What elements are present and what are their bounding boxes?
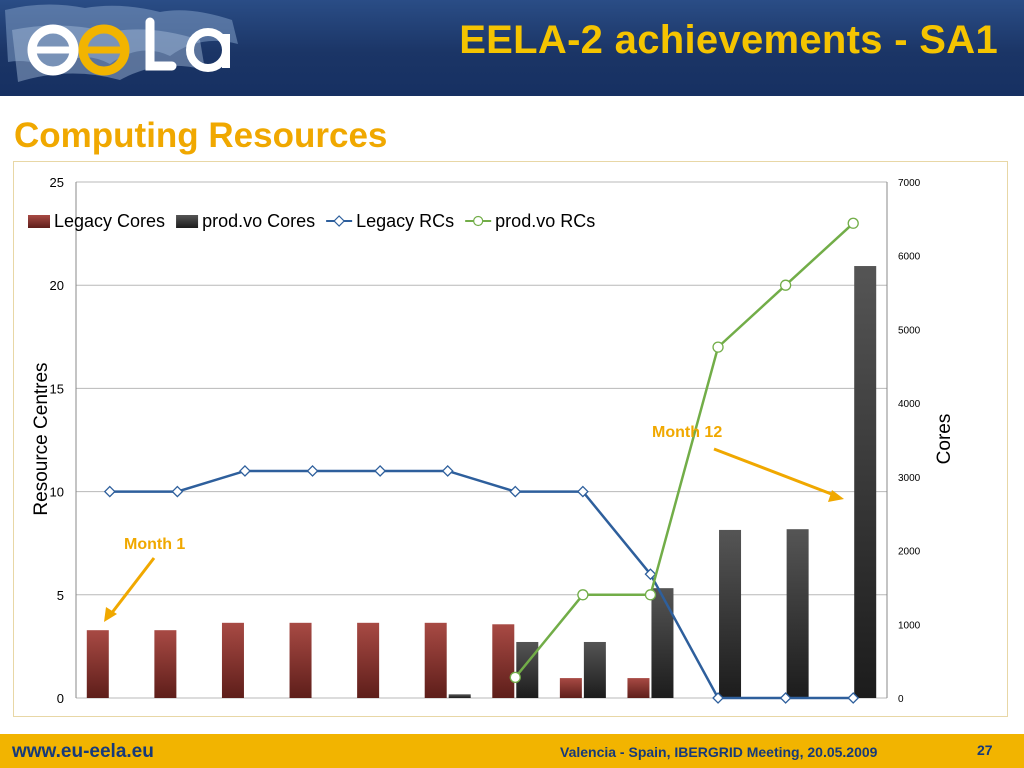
right-axis-title: Cores [934,414,955,465]
legend-label: Legacy Cores [54,211,165,231]
legacy-cores-bar-8 [559,678,582,698]
right-tick-label: 0 [898,694,904,705]
page-number: 27 [977,742,993,758]
left-tick-label: 15 [50,381,64,396]
legend-label: prod.vo RCs [495,211,595,231]
annotation-month-1: Month 1 [124,536,185,553]
prodvo-cores-bar-7 [516,641,539,698]
left-tick-label: 10 [50,485,64,500]
annotation-arrow-month-12 [713,447,835,497]
left-tick-label: 25 [50,175,64,190]
left-tick-label: 0 [57,691,64,706]
legacy-cores-bar-2 [154,630,177,698]
legacy-cores-bar-5 [357,622,380,698]
section-subtitle: Computing Resources [14,116,388,155]
prodvo-cores-bar-8 [583,641,606,698]
prodvo-rcs-point-10 [712,341,724,353]
legacy-rcs-point-6 [441,465,454,477]
legend-label: prod.vo Cores [202,211,315,231]
legacy-rcs-point-10 [712,692,724,704]
left-tick-label: 5 [57,588,64,603]
legend-swatch [28,215,50,228]
prodvo-cores-bar-9 [651,588,674,698]
annotation-arrow-month-1 [109,557,156,615]
annotation-arrowhead-month-1 [104,607,117,622]
resources-chart: 0 5 10 15 20 25 0 1000 2000 3000 4000 5000 6000 7000 L… [28,175,955,706]
legacy-rcs-line [109,469,854,700]
legend-swatch [176,215,199,228]
prodvo-rcs-line [514,222,855,679]
legacy-cores-bar-3 [221,622,244,698]
legend-marker [333,215,345,227]
prodvo-cores-bar-10 [719,529,742,698]
legacy-rcs-point-3 [239,465,251,477]
footer-event: Valencia - Spain, IBERGRID Meeting, 20.0… [560,744,878,760]
right-tick-label: 3000 [898,473,921,484]
prodvo-cores-bar-6 [448,694,471,698]
legacy-cores-bar-4 [289,622,312,698]
legacy-rcs-point-5 [374,465,387,477]
header-banner: EELA-2 achievements - SA1 [0,0,1024,96]
prodvo-rcs-point-9 [644,589,657,601]
legacy-rcs-point-4 [306,465,319,477]
right-tick-label: 2000 [898,547,921,558]
legacy-rcs-point-7 [509,485,522,498]
right-tick-label: 6000 [898,252,921,263]
prodvo-cores-bar-12 [854,266,877,698]
annotation-arrowhead-month-12 [828,490,844,502]
legacy-rcs-point-11 [779,692,792,704]
prodvo-rcs-point-8 [577,589,589,601]
left-axis-title: Resource Centres [31,362,52,515]
annotation-month-12: Month 12 [652,424,722,441]
eela-logo [5,4,238,83]
legacy-cores-bar-7 [492,624,515,698]
footer-url[interactable]: www.eu-eela.eu [12,741,154,762]
prodvo-rcs-point-11 [779,279,792,291]
legacy-rcs-point-8 [576,485,589,498]
legacy-cores-bar-1 [86,630,109,698]
slide-title: EELA-2 achievements - SA1 [459,18,998,62]
legacy-cores-bar-9 [627,678,650,698]
legend-marker [473,215,484,227]
legacy-rcs-point-9 [644,568,657,581]
legacy-cores-bar-6 [424,622,447,698]
right-tick-label: 5000 [898,325,921,336]
right-tick-label: 1000 [898,620,921,631]
legacy-rcs-point-1 [103,485,116,498]
legacy-rcs-point-2 [171,485,184,498]
prodvo-cores-bar-11 [786,529,809,698]
chart-frame: 0 5 10 15 20 25 0 1000 2000 3000 4000 5000 6000 7000 L… [13,161,1008,717]
legacy-rcs-point-12 [847,692,860,704]
legend-label: Legacy RCs [356,211,454,231]
left-tick-label: 20 [50,278,64,293]
footer-bar: www.eu-eela.eu Valencia - Spain, IBERGRI… [0,734,1024,768]
prodvo-rcs-point-7 [509,671,521,684]
right-tick-label: 4000 [898,399,921,410]
right-tick-label: 7000 [898,178,921,189]
prodvo-rcs-point-12 [847,217,859,229]
